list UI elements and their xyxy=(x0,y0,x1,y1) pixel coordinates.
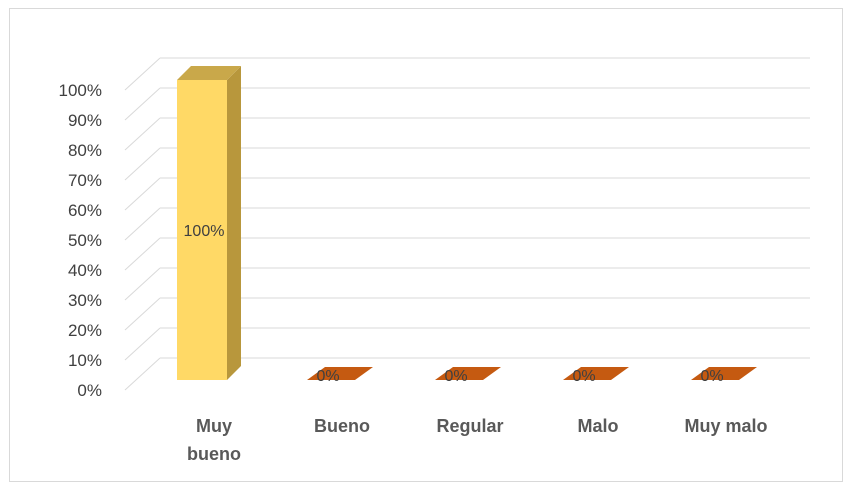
x-category-label: bueno xyxy=(187,444,241,464)
bar-top xyxy=(177,66,241,80)
y-tick-label: 50% xyxy=(68,231,102,250)
x-category-label: Bueno xyxy=(314,416,370,436)
gridline-diagonal xyxy=(124,357,161,391)
data-label: 0% xyxy=(700,368,723,385)
x-category-label: Muy xyxy=(196,416,232,436)
y-tick-label: 0% xyxy=(77,381,102,400)
bar-zero xyxy=(435,367,501,380)
gridline-diagonal xyxy=(124,87,161,121)
x-category-label: Muy malo xyxy=(684,416,767,436)
y-tick-label: 20% xyxy=(68,321,102,340)
chart-frame xyxy=(9,8,843,482)
bar-side xyxy=(227,66,241,380)
gridline-diagonal xyxy=(124,237,161,271)
bar-zero xyxy=(691,367,757,380)
gridline-diagonal xyxy=(124,207,161,241)
data-label: 0% xyxy=(444,368,467,385)
gridline-diagonal xyxy=(124,57,161,91)
x-category-label: Malo xyxy=(577,416,618,436)
y-tick-label: 90% xyxy=(68,111,102,130)
x-category-label: Regular xyxy=(436,416,503,436)
y-tick-label: 40% xyxy=(68,261,102,280)
y-tick-label: 80% xyxy=(68,141,102,160)
data-label: 0% xyxy=(316,368,339,385)
data-label: 0% xyxy=(572,368,595,385)
gridline-diagonal xyxy=(124,297,161,331)
gridline-diagonal xyxy=(124,267,161,301)
gridline-diagonal xyxy=(124,327,161,361)
y-tick-label: 60% xyxy=(68,201,102,220)
y-tick-label: 70% xyxy=(68,171,102,190)
bar-front xyxy=(177,80,227,380)
gridline-diagonal xyxy=(124,117,161,151)
gridline-diagonal xyxy=(124,147,161,181)
bar-zero xyxy=(563,367,629,380)
y-tick-label: 100% xyxy=(59,81,102,100)
y-tick-label: 10% xyxy=(68,351,102,370)
bar-zero xyxy=(307,367,373,380)
y-tick-label: 30% xyxy=(68,291,102,310)
data-label: 100% xyxy=(184,223,225,240)
gridline-diagonal xyxy=(124,177,161,211)
